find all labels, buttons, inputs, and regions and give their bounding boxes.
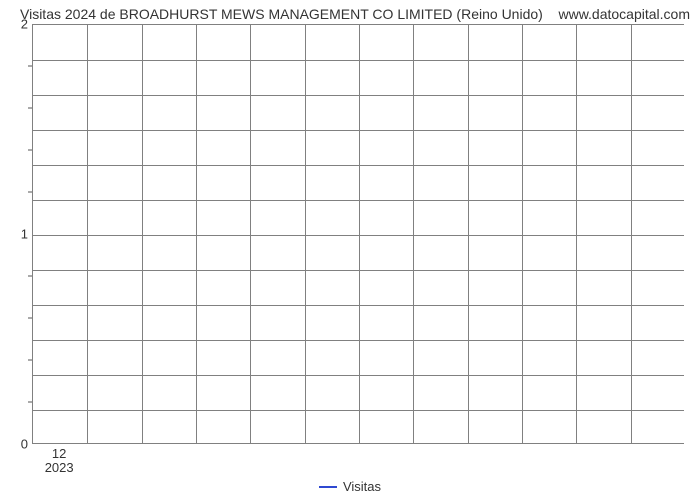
watermark-text: www.datocapital.com (558, 6, 690, 22)
y-minor-tick (28, 360, 32, 361)
y-minor-tick (28, 318, 32, 319)
gridline-vertical (522, 25, 523, 443)
x-tick-label: 12 (52, 446, 66, 461)
gridline-vertical (87, 25, 88, 443)
legend-label: Visitas (343, 479, 381, 494)
chart-container: Visitas 2024 de BROADHURST MEWS MANAGEME… (0, 0, 700, 500)
y-tick-label: 1 (8, 227, 28, 242)
gridline-vertical (142, 25, 143, 443)
gridline-vertical (631, 25, 632, 443)
y-minor-tick (28, 108, 32, 109)
gridline-vertical (196, 25, 197, 443)
y-minor-tick (28, 402, 32, 403)
plot-area (32, 24, 684, 444)
gridline-vertical (576, 25, 577, 443)
gridline-vertical (359, 25, 360, 443)
gridline-vertical (305, 25, 306, 443)
gridline-vertical (250, 25, 251, 443)
gridline-vertical (413, 25, 414, 443)
x-year-label: 2023 (45, 460, 74, 475)
gridline-vertical (468, 25, 469, 443)
chart-title: Visitas 2024 de BROADHURST MEWS MANAGEME… (20, 6, 543, 22)
legend: Visitas (0, 478, 700, 494)
y-tick-label: 2 (8, 17, 28, 32)
legend-swatch-icon (319, 486, 337, 488)
y-minor-tick (28, 150, 32, 151)
y-minor-tick (28, 276, 32, 277)
y-minor-tick (28, 192, 32, 193)
y-minor-tick (28, 66, 32, 67)
y-tick-label: 0 (8, 437, 28, 452)
